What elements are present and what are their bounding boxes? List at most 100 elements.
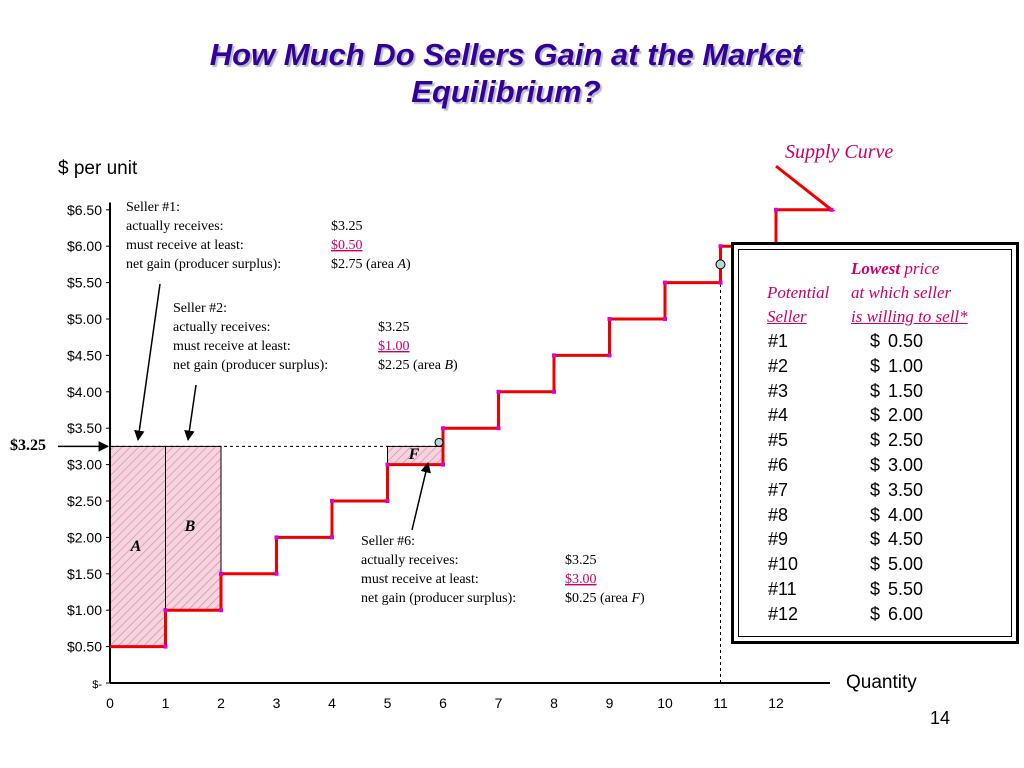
table-cell-price: 3.50 (888, 479, 924, 500)
seller-price-table: Lowest price Potential at which seller S… (731, 242, 1019, 644)
x-tick-label: 6 (439, 695, 447, 711)
table-cell-seller: #1 (768, 331, 789, 351)
area-label-b: B (184, 518, 196, 535)
callout-arrow-seller2 (184, 384, 197, 442)
supply-point (496, 389, 501, 394)
table-cell-dollar: $ (870, 529, 881, 550)
table-header-willing-text: is willing to sell* (851, 307, 968, 326)
table-cell-price: 1.00 (888, 355, 924, 376)
callout-close-paren: ) (640, 591, 645, 606)
area-b (165, 445, 222, 611)
table-cell-seller: #12 (768, 603, 799, 624)
table-row: #6 $3.00 (768, 455, 968, 480)
callout-seller6: Seller #6: actually receives: $3.25 must re… (361, 534, 645, 606)
table-cell-price: 5.50 (888, 579, 924, 599)
table-cell-dollar: $ (870, 380, 881, 401)
table-cell-dollar: $ (870, 430, 881, 451)
x-tick-label: 0 (106, 695, 114, 711)
table-row: #8 $4.00 (768, 505, 968, 530)
table-cell-price: 2.00 (888, 405, 924, 426)
supply-point (163, 608, 168, 613)
supply-point (330, 499, 334, 503)
y-tick-label: $3.00 (67, 457, 102, 473)
callout-arrow-seller1 (134, 283, 161, 442)
x-axis-title: Quantity (846, 672, 917, 693)
y-tick-label: $1.50 (67, 566, 102, 582)
table-row: #2 $1.00 (768, 356, 968, 381)
supply-point (330, 535, 334, 540)
area-label-a: A (130, 538, 142, 555)
page-number: 14 (930, 708, 951, 728)
callout-net-gain: $0.25 (area (565, 591, 631, 606)
table-row: #4 $2.00 (768, 405, 968, 430)
supply-point (441, 426, 445, 431)
x-tick-label: 7 (495, 695, 503, 711)
table-cell-dollar: $ (870, 554, 881, 575)
callout-row-value: $2.25 (area B) (378, 358, 458, 373)
y-tick-label: $0.50 (67, 639, 102, 655)
table-cell-price: 2.50 (888, 430, 924, 451)
callout-heading: Seller #1: (126, 200, 180, 215)
callout-close-paren: ) (453, 358, 458, 373)
callout-heading: Seller #6: (361, 534, 415, 549)
y-tick-label: $3.50 (67, 420, 102, 436)
callout-row-value: $3.25 (565, 553, 597, 568)
supply-curve-label: Supply Curve (785, 141, 893, 163)
callout-seller1: Seller #1: actually receives: $3.25 must re… (126, 200, 411, 272)
table-row: #10 $5.00 (768, 554, 968, 579)
y-tick-label: $6.00 (67, 238, 102, 254)
callout-row-label: actually receives: (126, 219, 224, 234)
table-cell-seller: #5 (768, 430, 789, 451)
callout-heading: Seller #2: (173, 301, 227, 316)
x-tick-label: 4 (328, 695, 336, 711)
callout-row-value: $1.00 (378, 339, 410, 354)
slide-title-line-2: Equilibrium? (411, 74, 601, 109)
callout-row-label: actually receives: (361, 553, 459, 568)
supply-point (219, 608, 223, 613)
supply-point (274, 571, 279, 576)
x-tick-label: 11 (713, 695, 728, 711)
supply-point (607, 353, 612, 358)
table-cell-price: 4.00 (888, 504, 924, 525)
table-cell-price: 5.00 (888, 554, 924, 575)
table-cell-price: 4.50 (888, 529, 924, 550)
callout-row-value: $3.25 (378, 320, 410, 335)
table-cell-seller: #9 (768, 529, 789, 550)
table-row: #7 $3.50 (768, 480, 968, 505)
table-cell-seller: #4 (768, 405, 789, 426)
table-row: #1 $0.50 (768, 331, 968, 356)
x-tick-label: 8 (550, 695, 558, 711)
supply-point (441, 462, 445, 467)
callout-net-gain: $2.75 (area (331, 257, 397, 272)
table-cell-seller: #8 (768, 504, 789, 525)
supply-point (774, 207, 778, 212)
table-cell-seller: #6 (768, 455, 789, 475)
table-header-at-which: at which seller (851, 283, 952, 302)
callout-arrow-seller6 (411, 461, 431, 531)
table-cell-price: 0.50 (888, 331, 924, 351)
table-row: #9 $4.50 (768, 529, 968, 554)
slide-title-line-1: How Much Do Sellers Gain at the Market (209, 37, 803, 72)
table-header-price: price (900, 259, 940, 278)
callout-area-letter: F (630, 591, 640, 606)
y-tick-label: $6.50 (67, 202, 102, 218)
table-cell-seller: #2 (768, 355, 789, 376)
supply-point (663, 280, 667, 285)
y-axis-title: $ per unit (58, 158, 138, 179)
table-header-willing: is willing to sell* (851, 307, 968, 327)
table-cell-dollar: $ (870, 331, 881, 351)
supply-point (219, 571, 223, 576)
supply-point (829, 207, 834, 212)
table-cell-price: 3.00 (888, 455, 924, 475)
table-header-seller: Seller (767, 307, 807, 327)
x-tick-label: 2 (217, 695, 225, 711)
callout-row-label: net gain (producer surplus): (361, 591, 516, 606)
equilibrium-marker-6 (434, 437, 444, 447)
x-tick-label: 12 (768, 695, 784, 711)
table-cell-dollar: $ (870, 355, 881, 376)
y-tick-label: $5.50 (67, 275, 102, 291)
equilibrium-marker-11 (715, 259, 726, 270)
supply-point (552, 389, 556, 394)
callout-row-value: $2.75 (area A) (331, 257, 411, 272)
x-tick-label: 9 (606, 695, 614, 711)
